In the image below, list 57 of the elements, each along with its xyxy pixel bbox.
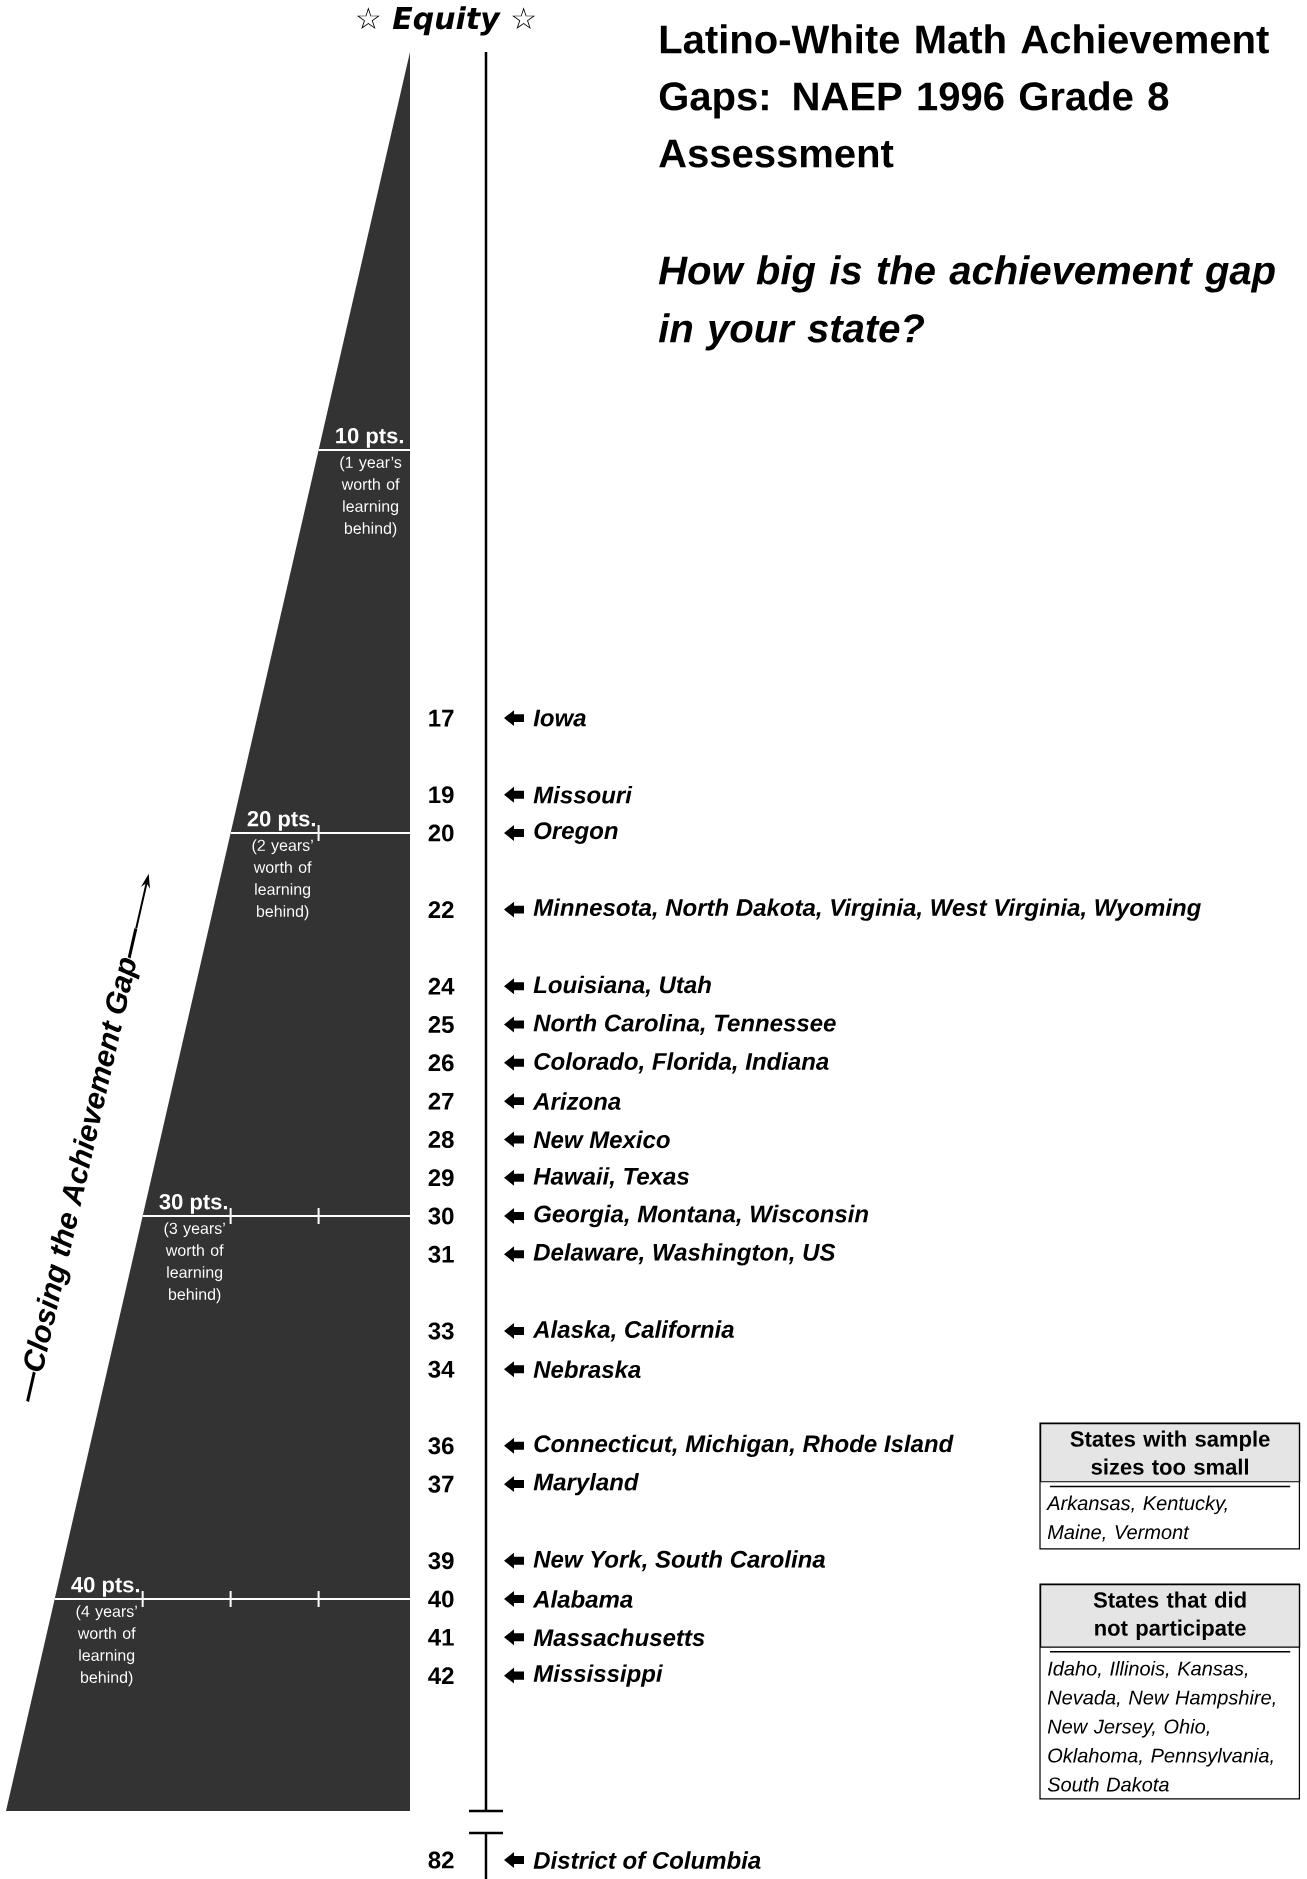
category-label: Oregon — [534, 822, 618, 844]
data-label: 36 — [428, 1437, 454, 1455]
data-label: 19 — [429, 786, 454, 804]
data-label: 24 — [428, 977, 455, 995]
text: 20 pts. — [247, 810, 315, 831]
data-label: 34 — [428, 1360, 455, 1378]
text: Arkansas, Kentucky, Maine, Vermont — [1046, 1495, 1227, 1542]
text: 30 pts. — [159, 1193, 228, 1214]
text: 40 pts. — [71, 1576, 140, 1597]
category-label: Alaska, California — [532, 1320, 734, 1342]
text: (2 years’ worth of learning behind) — [252, 839, 313, 921]
data-label: 17 — [429, 709, 454, 727]
data-label: 37 — [428, 1475, 454, 1493]
category-label: Mississippi — [533, 1664, 663, 1687]
category-label: North Carolina, Tennessee — [533, 1013, 836, 1036]
category-label: Arizona — [532, 1092, 621, 1110]
category-label: Georgia, Montana, Wisconsin — [534, 1204, 869, 1228]
category-label: Connecticut, Michigan, Rhode Island — [534, 1434, 954, 1458]
text: States with sample sizes too small — [1070, 1430, 1270, 1475]
category-label: Massachusetts — [533, 1628, 705, 1647]
category-label: Alabama — [532, 1590, 633, 1608]
data-label: 20 — [428, 824, 454, 842]
data-label: 33 — [428, 1322, 454, 1340]
category-label: Maryland — [533, 1472, 639, 1496]
text: Latino-White Math Achievement Gaps: NAEP 1996 Grade 8 Assessment — [659, 24, 1269, 168]
data-label: 27 — [428, 1092, 454, 1110]
text: How big is the achievement gap in your state? — [658, 255, 1275, 351]
data-label: 42 — [428, 1667, 454, 1684]
data-label: 28 — [428, 1130, 454, 1148]
text: (3 years’ worth of learning behind) — [164, 1222, 225, 1304]
category-label: Missouri — [533, 785, 633, 804]
data-label: 82 — [428, 1851, 454, 1869]
data-label: 29 — [428, 1169, 454, 1187]
category-label: Louisiana, Utah — [533, 975, 711, 997]
text: (4 years’ worth of learning behind) — [76, 1605, 137, 1687]
text: Idaho, Illinois, Kansas, Nevada, New Hampshire, New Jersey, Ohio, Oklahoma, Pennsylvania, South Dakota — [1047, 1660, 1275, 1792]
data-label: 22 — [428, 901, 454, 918]
text: ☆ Equity ☆ — [356, 6, 536, 36]
category-label: Nebraska — [533, 1360, 641, 1379]
data-label: 31 — [428, 1245, 454, 1263]
category-label: New York, South Carolina — [533, 1550, 825, 1572]
category-label: Hawaii, Texas — [533, 1167, 689, 1189]
data-label: 39 — [428, 1552, 454, 1570]
data-label: 26 — [428, 1054, 454, 1072]
category-label: New Mexico — [533, 1130, 670, 1149]
data-label: 30 — [428, 1207, 454, 1225]
category-label: District of Columbia — [533, 1851, 761, 1869]
category-label: Iowa — [533, 709, 586, 727]
category-label: Delaware, Washington, US — [533, 1243, 836, 1266]
data-label: 40 — [428, 1590, 454, 1608]
category-label: Minnesota, North Dakota, Virginia, West Virginia, Wyoming — [533, 898, 1201, 921]
data-label: 25 — [428, 1016, 454, 1034]
text: 10 pts. — [336, 427, 403, 448]
data-label: 41 — [428, 1629, 454, 1646]
text: (1 year’s worth of learning behind) — [340, 456, 402, 538]
text: States that did not participate — [1093, 1591, 1246, 1641]
category-label: Colorado, Florida, Indiana — [534, 1052, 829, 1074]
